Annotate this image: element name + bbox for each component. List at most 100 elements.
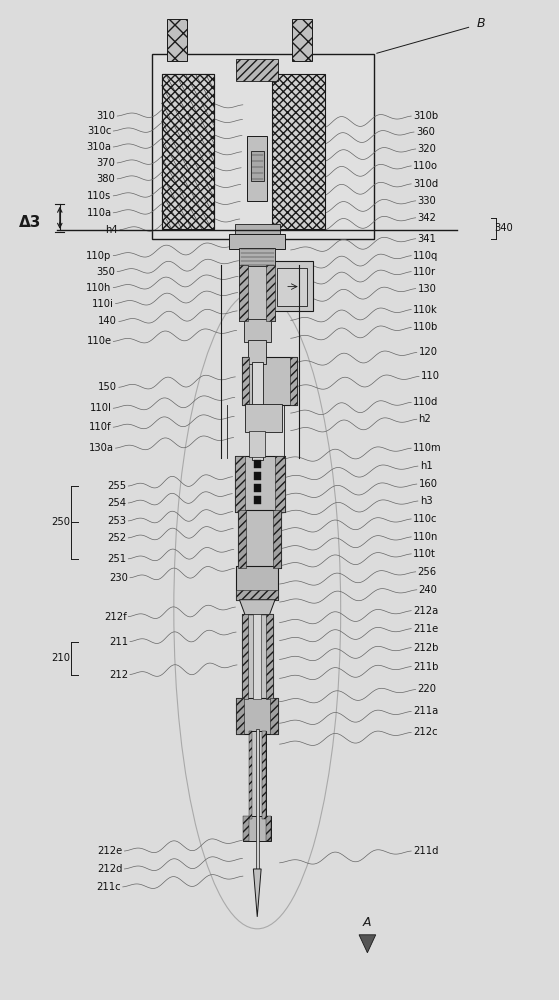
Text: 240: 240 — [419, 585, 438, 595]
Bar — [235, 456, 285, 512]
Bar — [266, 614, 273, 699]
Bar — [292, 19, 312, 61]
Text: 212d: 212d — [97, 864, 122, 874]
Text: 212: 212 — [109, 670, 128, 680]
Bar — [249, 431, 265, 457]
Text: 255: 255 — [107, 481, 126, 491]
Bar — [236, 698, 244, 734]
Bar — [254, 472, 260, 480]
Bar — [255, 729, 259, 869]
Text: 220: 220 — [418, 684, 437, 694]
Text: 110m: 110m — [413, 443, 442, 453]
Bar — [238, 510, 246, 568]
Bar — [270, 698, 278, 734]
Text: h4: h4 — [106, 225, 118, 235]
Text: 130: 130 — [418, 284, 437, 294]
Bar — [252, 362, 263, 460]
Text: 253: 253 — [107, 516, 126, 526]
Text: 110f: 110f — [89, 422, 112, 432]
Text: 211: 211 — [109, 637, 128, 647]
Text: 110q: 110q — [413, 251, 438, 261]
Bar — [239, 265, 275, 320]
Text: 254: 254 — [107, 498, 126, 508]
Bar — [266, 816, 271, 841]
Bar — [243, 816, 249, 841]
Text: 110e: 110e — [87, 336, 112, 346]
Bar — [272, 74, 325, 229]
Text: 110o: 110o — [413, 161, 438, 171]
Text: 110a: 110a — [87, 208, 112, 218]
Text: 110h: 110h — [86, 283, 112, 293]
Text: 341: 341 — [418, 234, 437, 244]
Text: 340: 340 — [494, 223, 513, 233]
Bar — [236, 590, 278, 600]
Bar — [254, 484, 260, 492]
Polygon shape — [359, 935, 376, 953]
Bar — [249, 731, 252, 819]
Bar — [277, 268, 307, 306]
Bar — [235, 224, 280, 236]
Text: 310b: 310b — [413, 111, 438, 121]
Text: 150: 150 — [98, 382, 117, 392]
Bar — [229, 234, 285, 249]
Bar — [254, 496, 260, 504]
Bar — [236, 59, 278, 81]
Bar — [253, 614, 261, 699]
Text: 210: 210 — [51, 653, 70, 663]
Text: 211e: 211e — [413, 624, 438, 634]
Text: 110d: 110d — [413, 397, 438, 407]
Text: 251: 251 — [107, 554, 126, 564]
Text: 110i: 110i — [92, 299, 113, 309]
Bar — [290, 357, 297, 405]
Bar — [244, 319, 271, 342]
Text: 211c: 211c — [96, 882, 121, 892]
Bar — [245, 404, 282, 432]
Bar — [162, 74, 215, 229]
Text: 120: 120 — [419, 347, 438, 357]
Bar — [266, 265, 275, 320]
Text: 110n: 110n — [413, 532, 438, 542]
Text: 310: 310 — [97, 111, 115, 121]
Bar — [275, 456, 285, 512]
Text: 211a: 211a — [413, 706, 438, 716]
Bar — [151, 54, 374, 239]
Text: 110k: 110k — [413, 305, 438, 315]
Text: 160: 160 — [419, 479, 438, 489]
Text: 212b: 212b — [413, 643, 438, 653]
Text: h3: h3 — [420, 496, 432, 506]
Bar — [250, 151, 264, 181]
Text: 250: 250 — [51, 517, 70, 527]
Text: 211d: 211d — [413, 846, 438, 856]
Bar — [241, 357, 249, 405]
Text: B: B — [477, 17, 486, 30]
Text: 212f: 212f — [104, 612, 126, 622]
Text: 110p: 110p — [86, 251, 112, 261]
Text: 110c: 110c — [413, 514, 438, 524]
Bar — [167, 19, 187, 61]
Text: 380: 380 — [97, 174, 115, 184]
Text: 360: 360 — [416, 127, 435, 137]
Bar — [274, 261, 313, 311]
Text: 252: 252 — [107, 533, 126, 543]
Bar — [273, 510, 281, 568]
Text: 110l: 110l — [89, 403, 112, 413]
Bar — [162, 74, 215, 229]
Text: 310c: 310c — [87, 126, 112, 136]
Text: 110t: 110t — [413, 549, 436, 559]
Text: h1: h1 — [420, 461, 433, 471]
Text: 370: 370 — [97, 158, 115, 168]
Text: 140: 140 — [98, 316, 117, 326]
Text: A: A — [363, 916, 372, 929]
Text: 110: 110 — [421, 371, 440, 381]
Text: 342: 342 — [418, 213, 437, 223]
Polygon shape — [239, 600, 275, 615]
Text: 320: 320 — [418, 144, 437, 154]
Bar — [239, 248, 275, 266]
Text: 230: 230 — [110, 573, 128, 583]
Bar — [249, 731, 266, 819]
Text: h2: h2 — [419, 414, 432, 424]
Bar — [243, 816, 271, 841]
Bar — [262, 731, 266, 819]
Bar — [247, 136, 267, 201]
Bar — [241, 614, 273, 699]
